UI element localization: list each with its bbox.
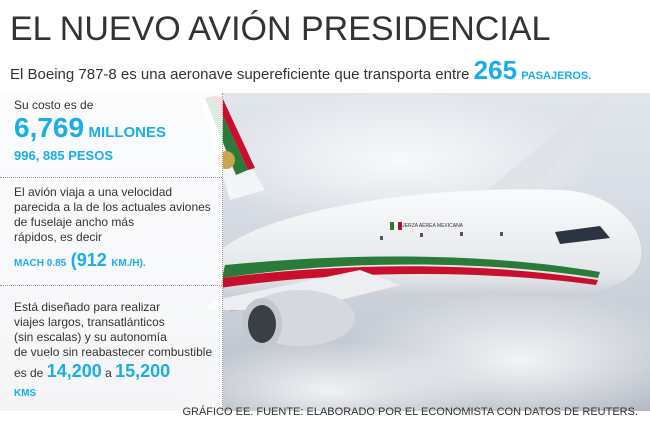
cost-number: 6,769 (14, 112, 85, 143)
side-panel (0, 93, 223, 411)
cost-figure: 6,769 MILLONES (14, 112, 166, 144)
passenger-unit: PASAJEROS. (521, 70, 592, 82)
range-to: 15,200 (115, 361, 171, 381)
cost-intro: Su costo es de (14, 98, 94, 112)
range-figure: es de 14,200 a 15,200 (14, 361, 171, 381)
livery-text: FUERZA AÉREA MEXICANA (398, 223, 464, 229)
mach: MACH 0.85 (14, 258, 67, 269)
range-joiner: a (105, 366, 112, 380)
subtitle: El Boeing 787-8 es una aeronave superefi… (10, 55, 591, 86)
separator (0, 177, 222, 178)
cost-detail: 996, 885 PESOS (14, 148, 114, 163)
range-text: Está diseñado para realizar viajes largos… (14, 300, 212, 360)
speed-figure: MACH 0.85 (912 KM./H). (14, 250, 146, 271)
title: EL NUEVO AVIÓN PRESIDENCIAL (10, 10, 551, 48)
speed-number: (912 (70, 250, 107, 270)
text-line: Está diseñado para realizar (14, 300, 161, 314)
range-from: 14,200 (46, 361, 102, 381)
text-line: El avión viaja a una velocidad (14, 185, 173, 199)
cost-unit: MILLONES (88, 124, 167, 141)
range-prefix: es de (14, 366, 44, 380)
text-line: de fuselaje ancho más (14, 215, 135, 229)
text-line: de vuelo sin reabastecer combustible (14, 345, 213, 359)
separator (0, 285, 222, 286)
text-line: (sin escalas) y su autonomía (14, 330, 167, 344)
text-line: rápidos, es decir (14, 230, 103, 244)
text-line: parecida a la de los actuales aviones (14, 200, 211, 214)
footer-band (0, 411, 650, 433)
subtitle-text: El Boeing 787-8 es una aeronave superefi… (10, 66, 470, 83)
text-line: viajes largos, transatlánticos (14, 315, 165, 329)
passenger-count: 265 (473, 55, 518, 85)
header-band (0, 0, 650, 93)
speed-text: El avión viaja a una velocidad parecida a… (14, 185, 211, 245)
footer: GRÁFICO EE. FUENTE: ELABORADO POR EL ECO… (182, 406, 638, 418)
speed-unit: KM./H). (111, 258, 146, 269)
range-unit: KMS (14, 388, 37, 399)
